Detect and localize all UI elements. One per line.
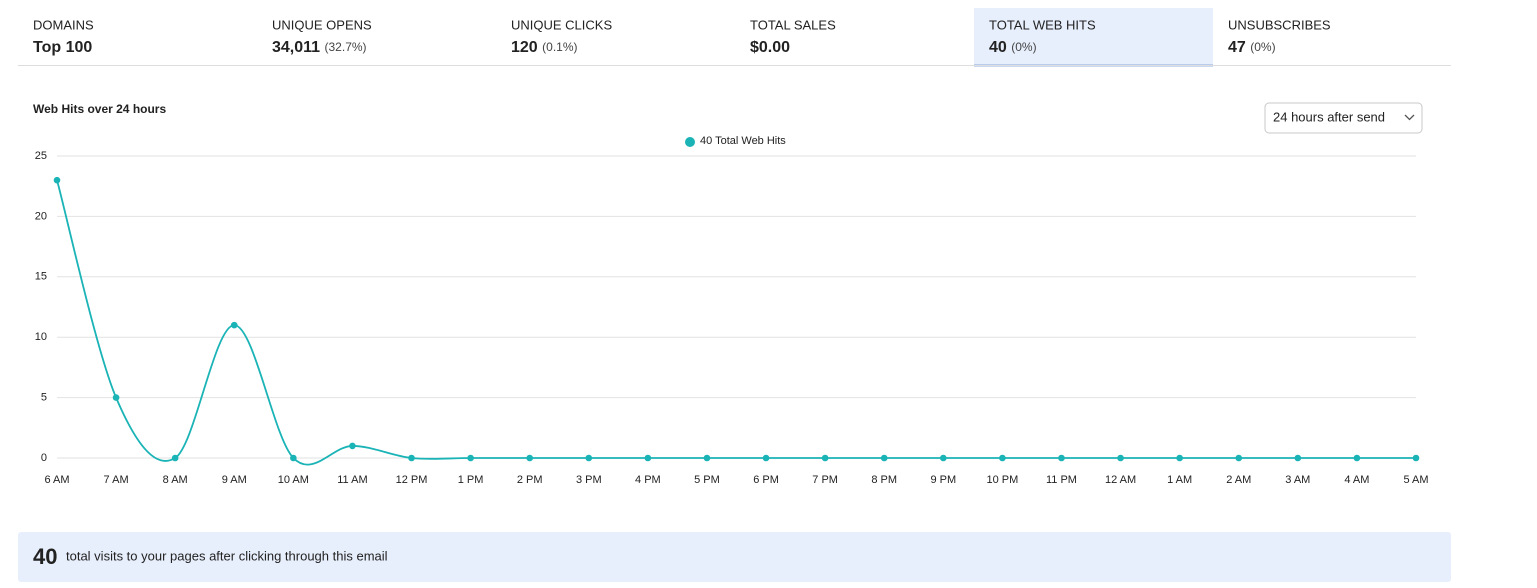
tab-value-number: $0.00 bbox=[750, 39, 790, 56]
dropdown-chevron bbox=[1404, 114, 1415, 121]
y-tick-label: 0 bbox=[41, 452, 47, 464]
point bbox=[1412, 454, 1420, 462]
x-tick-label: 11 AM bbox=[337, 474, 367, 486]
point bbox=[1235, 454, 1243, 462]
y-tick-label: 20 bbox=[35, 210, 47, 222]
tab-label: TOTAL WEB HITS bbox=[989, 17, 1096, 32]
point bbox=[1294, 454, 1302, 462]
tab-value-number: Top 100 bbox=[33, 39, 92, 56]
tab-value-note: (0%) bbox=[1250, 40, 1275, 54]
point bbox=[53, 176, 61, 184]
x-tick-label: 1 AM bbox=[1167, 474, 1192, 486]
x-tick-label: 3 PM bbox=[576, 474, 602, 486]
y-tick-label: 25 bbox=[35, 150, 47, 162]
tab-value: 34,011 (32.7%) bbox=[272, 39, 367, 56]
y-tick-label: 10 bbox=[35, 331, 47, 343]
summary-value: 40 bbox=[33, 544, 57, 569]
tab-label: UNSUBSCRIBES bbox=[1228, 17, 1331, 32]
x-tick-label: 10 PM bbox=[986, 474, 1018, 486]
x-tick-label: 2 AM bbox=[1226, 474, 1251, 486]
x-tick-label: 5 PM bbox=[694, 474, 720, 486]
x-tick-label: 1 PM bbox=[458, 474, 484, 486]
point bbox=[1176, 454, 1183, 462]
x-tick-label: 6 AM bbox=[44, 474, 69, 486]
point bbox=[999, 454, 1006, 462]
point bbox=[526, 454, 533, 462]
y-tick-label: 5 bbox=[41, 392, 47, 404]
dropdown[interactable] bbox=[1264, 102, 1423, 134]
tab-value: Top 100 bbox=[33, 39, 92, 56]
x-tick-label: 9 AM bbox=[222, 474, 247, 486]
x-tick-label: 4 AM bbox=[1344, 474, 1369, 486]
tab-label: UNIQUE OPENS bbox=[272, 17, 372, 32]
y-tick-label: 15 bbox=[35, 271, 47, 283]
tab-selected-bg bbox=[974, 8, 1213, 66]
line bbox=[56, 179, 1416, 466]
point bbox=[762, 454, 770, 462]
tab-value-number: 34,011 bbox=[272, 39, 320, 56]
tab-value: 47 (0%) bbox=[1228, 39, 1276, 56]
point bbox=[1117, 454, 1124, 462]
tab-value-note: (0.1%) bbox=[542, 40, 577, 54]
x-tick-label: 7 PM bbox=[812, 474, 838, 486]
tab-label: TOTAL SALES bbox=[750, 17, 836, 32]
tab-value-number: 120 bbox=[511, 39, 538, 56]
point bbox=[171, 454, 179, 462]
point bbox=[349, 442, 356, 450]
point bbox=[703, 454, 711, 462]
x-tick-label: 4 PM bbox=[635, 474, 661, 486]
legend-marker bbox=[685, 137, 695, 147]
x-tick-label: 6 PM bbox=[753, 474, 779, 486]
point bbox=[880, 454, 888, 462]
point bbox=[644, 454, 652, 462]
tab-value-number: 47 bbox=[1228, 39, 1246, 56]
x-tick-label: 7 AM bbox=[104, 474, 129, 486]
tab-value: $0.00 bbox=[750, 39, 790, 56]
x-tick-label: 12 AM bbox=[1105, 474, 1136, 486]
x-tick-label: 2 PM bbox=[517, 474, 543, 486]
x-tick-label: 12 PM bbox=[396, 474, 428, 486]
point bbox=[940, 454, 947, 462]
x-tick-label: 8 AM bbox=[163, 474, 188, 486]
tab-value-note: (0%) bbox=[1011, 40, 1036, 54]
point bbox=[290, 454, 297, 462]
tab-value: 120 (0.1%) bbox=[511, 39, 578, 56]
x-tick-label: 8 PM bbox=[871, 474, 897, 486]
x-tick-label: 10 AM bbox=[278, 474, 309, 486]
point bbox=[821, 454, 829, 462]
tab-value: 40 (0%) bbox=[989, 39, 1037, 56]
point bbox=[112, 394, 120, 401]
summary-text: total visits to your pages after clickin… bbox=[66, 548, 388, 563]
point bbox=[408, 454, 415, 462]
tab-value-number: 40 bbox=[989, 39, 1007, 56]
x-tick-label: 5 AM bbox=[1403, 474, 1428, 486]
chart-title: Web Hits over 24 hours bbox=[33, 102, 166, 116]
x-tick-label: 3 AM bbox=[1285, 474, 1310, 486]
x-tick-label: 11 PM bbox=[1046, 474, 1077, 486]
tab-label: DOMAINS bbox=[33, 17, 94, 32]
legend-label[interactable]: 40 Total Web Hits bbox=[700, 135, 786, 147]
summary-box bbox=[18, 532, 1451, 582]
point bbox=[585, 454, 593, 462]
tab-value-note: (32.7%) bbox=[325, 40, 367, 54]
point bbox=[1058, 454, 1065, 462]
x-tick-label: 9 PM bbox=[930, 474, 956, 486]
point bbox=[1353, 454, 1361, 462]
dropdown-label[interactable]: 24 hours after send bbox=[1273, 109, 1385, 124]
tab-label: UNIQUE CLICKS bbox=[511, 17, 612, 32]
point bbox=[467, 454, 474, 462]
point bbox=[230, 321, 238, 329]
